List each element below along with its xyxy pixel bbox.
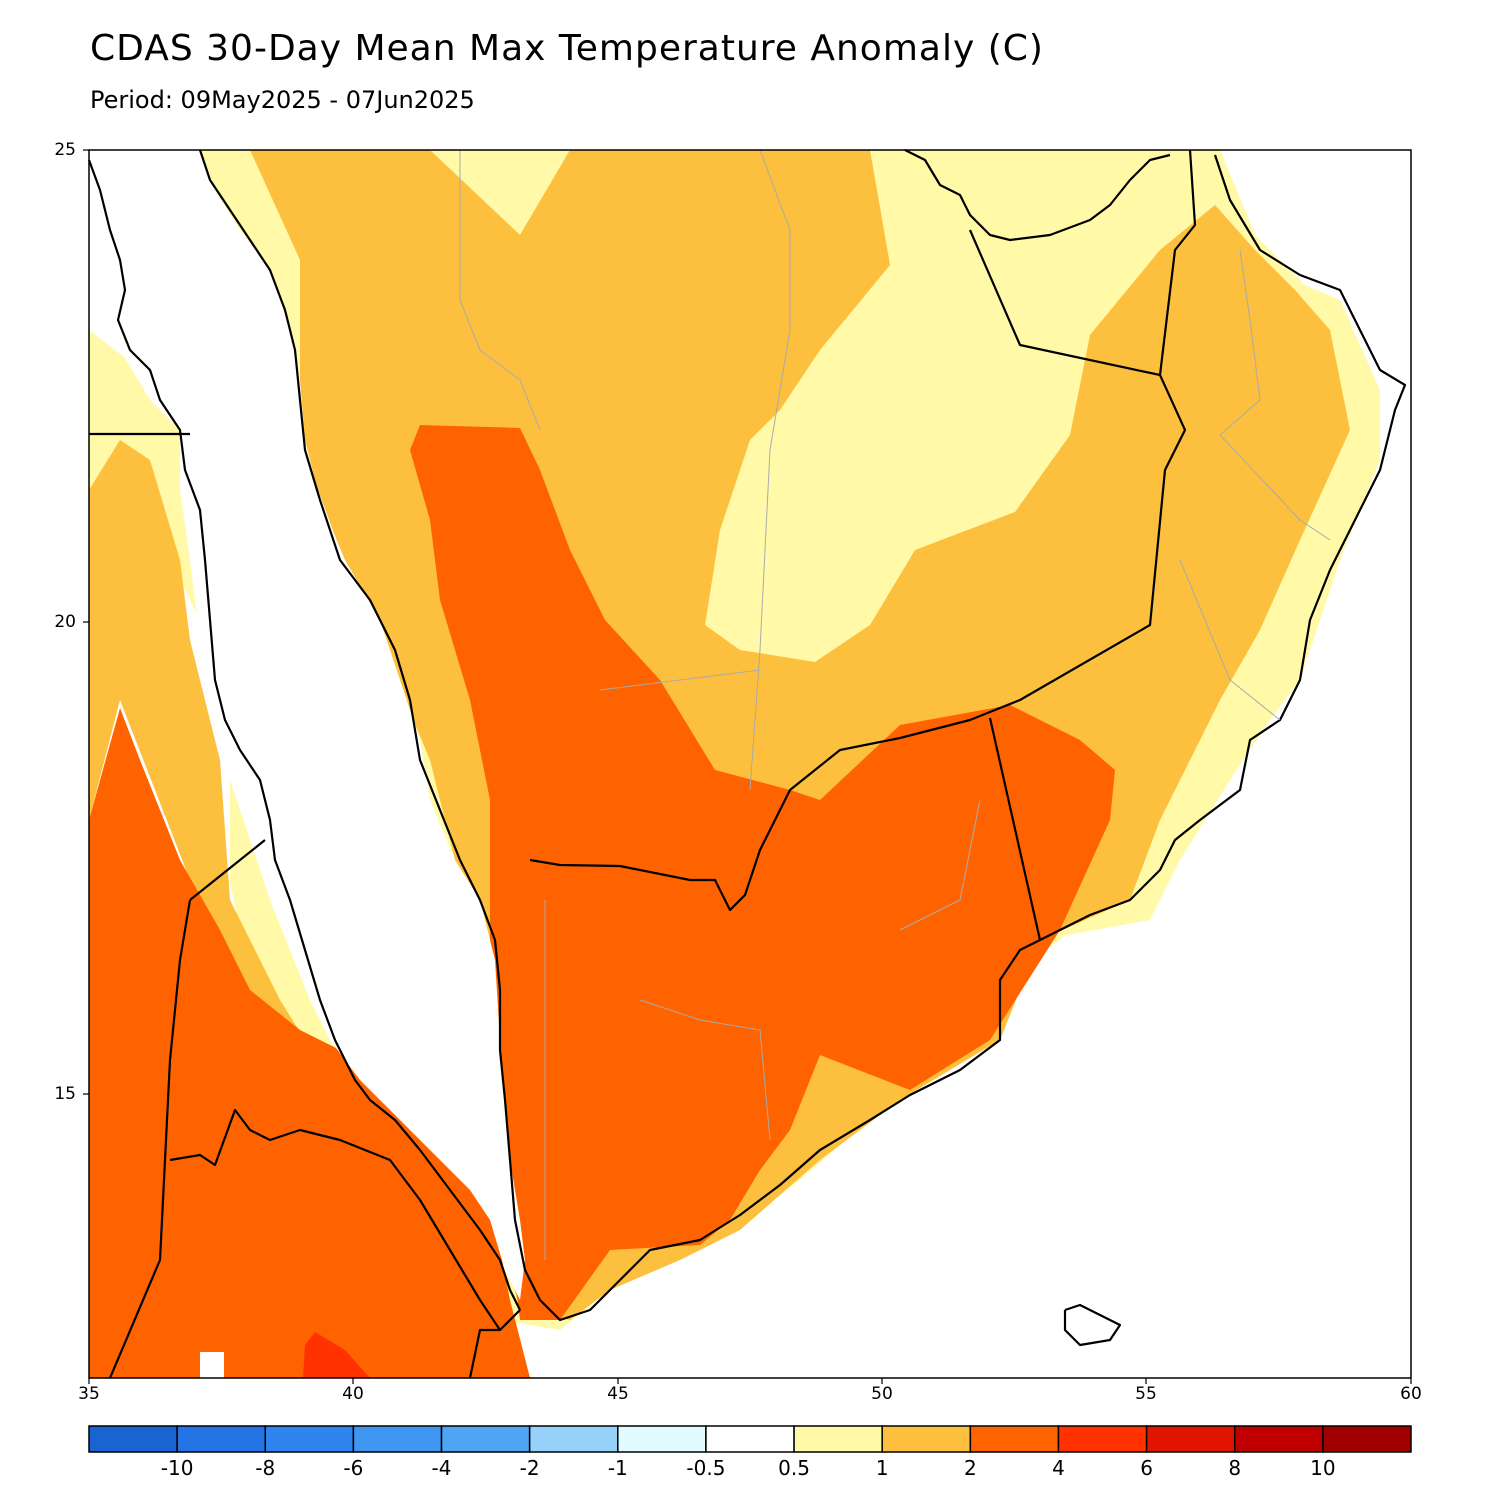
colorbar-tick-label: -4	[431, 1456, 452, 1480]
colorbar-swatch	[1145, 1425, 1236, 1453]
uae-oman-border	[1158, 149, 1197, 376]
colorbar-tick-label: -8	[255, 1456, 276, 1480]
lon-label-55: 55	[1135, 1384, 1157, 1404]
red-sea	[89, 150, 525, 1300]
colorbar-tick-label: -1	[607, 1456, 628, 1480]
colorbar-tick-label: 2	[963, 1456, 977, 1480]
saudi-yemen-border	[529, 374, 1187, 912]
lon-label-40: 40	[342, 1384, 364, 1404]
colorbar-tick-label: 4	[1052, 1456, 1065, 1480]
colorbar-swatch	[352, 1425, 443, 1453]
anomaly-zone-1-2	[89, 150, 1350, 1320]
colorbar-tick-label: -0.5	[686, 1456, 726, 1480]
lat-label-25: 25	[54, 140, 76, 160]
colorbar-swatch	[176, 1425, 267, 1453]
saudi-uae-border	[968, 229, 1161, 377]
colorbar-tick-label: 8	[1228, 1456, 1242, 1480]
colorbar-swatch	[88, 1425, 178, 1453]
colorbar-tick-label: 0.5	[778, 1456, 810, 1480]
colorbar-swatch	[528, 1425, 619, 1453]
anomaly-zone-2-4	[89, 425, 1115, 1378]
lon-label-35: 35	[78, 1384, 100, 1404]
colorbar-swatch	[705, 1425, 795, 1453]
lon-label-50: 50	[871, 1384, 893, 1404]
colorbar-tick-label: 10	[1310, 1456, 1336, 1480]
lon-label-60: 60	[1400, 1384, 1422, 1404]
ethiopia-djibouti-border	[468, 1328, 500, 1379]
colorbar-swatch	[440, 1425, 531, 1453]
colorbar-tick-label: -10	[160, 1456, 194, 1480]
african-coast	[87, 159, 521, 1311]
saudi-oman-border	[988, 717, 1042, 941]
colorbar-tick-label: -6	[343, 1456, 364, 1480]
map-title: CDAS 30-Day Mean Max Temperature Anomaly…	[90, 28, 1044, 69]
colorbar-tick-label: 1	[875, 1456, 889, 1480]
sudan-eritrea-border	[189, 839, 266, 901]
sudan-ethiopia-border	[108, 899, 192, 1379]
internal-borders	[459, 149, 1331, 1260]
lat-label-15: 15	[54, 1084, 76, 1104]
anomaly-zone-4-6	[303, 1332, 370, 1378]
colorbar-swatch	[1057, 1425, 1148, 1453]
colorbar-swatch	[969, 1425, 1060, 1453]
colorbar-swatch	[264, 1425, 355, 1453]
gulf-coast	[904, 149, 1171, 242]
eritrea-ethiopia-border	[169, 1108, 521, 1332]
colorbar	[88, 1425, 1412, 1453]
arabian-coast-west	[198, 149, 1407, 1322]
map-canvas	[89, 150, 1411, 1378]
colorbar-swatch	[617, 1425, 707, 1453]
colorbar-swatch	[881, 1425, 972, 1453]
lon-label-45: 45	[607, 1384, 629, 1404]
colorbar-swatch	[793, 1425, 883, 1453]
neutral-spot	[200, 1352, 224, 1378]
colorbar-tick-label: -2	[519, 1456, 540, 1480]
coastlines	[87, 149, 1407, 1379]
socotra	[1063, 1303, 1122, 1347]
colorbar-swatch	[1322, 1425, 1412, 1453]
axis-ticks	[83, 149, 1412, 1384]
colorbar-tick-label: 6	[1140, 1456, 1153, 1480]
map-frame	[88, 149, 1412, 1379]
lat-label-20: 20	[54, 612, 76, 632]
map-period: Period: 09May2025 - 07Jun2025	[90, 86, 475, 114]
colorbar-swatch	[1233, 1425, 1324, 1453]
